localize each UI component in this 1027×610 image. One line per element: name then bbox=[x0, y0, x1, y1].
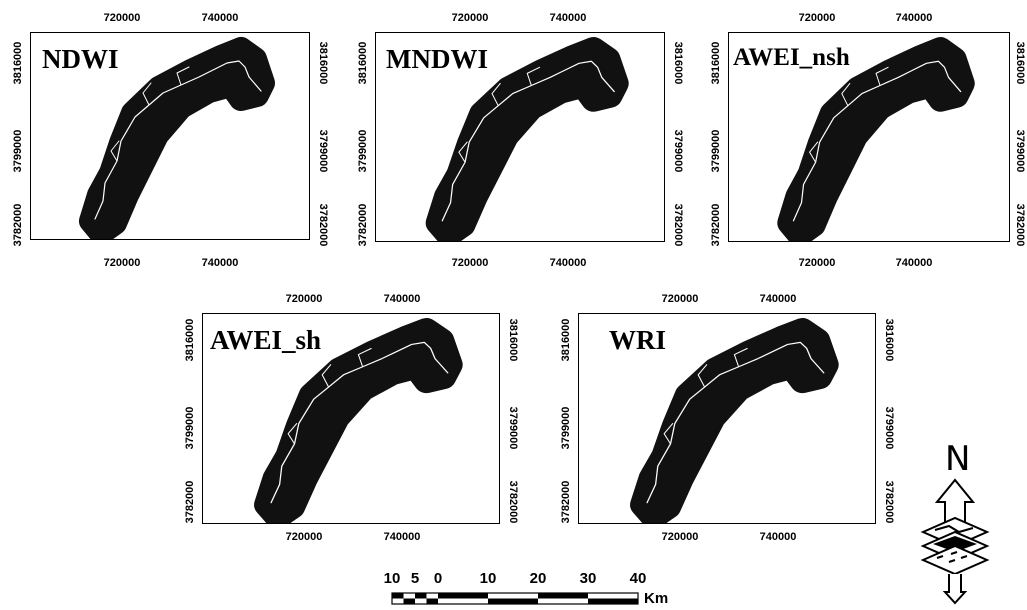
y-tick-right: 3782000 bbox=[507, 480, 519, 524]
x-tick-bottom: 740000 bbox=[201, 257, 239, 269]
x-tick-top: 720000 bbox=[285, 293, 323, 305]
y-tick-left: 3782000 bbox=[12, 203, 24, 247]
y-tick-left: 3816000 bbox=[184, 318, 196, 362]
tributary bbox=[458, 141, 468, 163]
y-tick-left: 3816000 bbox=[357, 41, 369, 85]
scale-label: 20 bbox=[529, 570, 547, 587]
tributary bbox=[287, 423, 298, 445]
y-tick-left: 3816000 bbox=[710, 41, 722, 85]
x-tick-top: 720000 bbox=[798, 12, 836, 24]
north-arrow: N bbox=[915, 439, 1005, 605]
x-tick-top: 740000 bbox=[895, 12, 933, 24]
tributary bbox=[110, 140, 120, 162]
map-frame bbox=[578, 313, 876, 524]
y-tick-right: 3799000 bbox=[672, 129, 684, 173]
x-tick-top: 740000 bbox=[759, 293, 797, 305]
tributary bbox=[491, 82, 501, 107]
north-arrow-icon: N bbox=[920, 439, 990, 605]
river-centerline bbox=[270, 341, 449, 504]
map-frame bbox=[728, 32, 1010, 242]
tributary bbox=[809, 141, 819, 163]
y-tick-left: 3799000 bbox=[560, 406, 572, 450]
y-tick-right: 3782000 bbox=[883, 480, 895, 524]
scale-label: 10 bbox=[383, 570, 401, 587]
y-tick-right: 3799000 bbox=[883, 406, 895, 450]
scale-label: 5 bbox=[410, 570, 420, 587]
north-label: N bbox=[945, 440, 970, 479]
panel-title: MNDWI bbox=[386, 44, 488, 74]
y-tick-right: 3816000 bbox=[1014, 41, 1026, 85]
x-tick-top: 740000 bbox=[549, 12, 587, 24]
tributary bbox=[176, 66, 190, 86]
y-tick-right: 3782000 bbox=[317, 203, 329, 247]
scale-unit: Km bbox=[644, 590, 669, 607]
x-tick-bottom: 740000 bbox=[549, 257, 587, 269]
x-tick-top: 740000 bbox=[201, 12, 239, 24]
tributary bbox=[663, 423, 674, 445]
tributary bbox=[841, 82, 851, 107]
water-extent-map bbox=[777, 37, 975, 241]
tributary bbox=[142, 82, 152, 106]
scale-bar-graphic bbox=[391, 592, 639, 605]
y-tick-right: 3816000 bbox=[883, 318, 895, 362]
x-tick-top: 740000 bbox=[383, 293, 421, 305]
x-tick-bottom: 720000 bbox=[103, 257, 141, 269]
y-tick-right: 3816000 bbox=[672, 41, 684, 85]
y-tick-left: 3782000 bbox=[710, 203, 722, 247]
y-tick-right: 3782000 bbox=[1014, 203, 1026, 247]
tributary bbox=[321, 364, 332, 388]
x-tick-top: 720000 bbox=[451, 12, 489, 24]
x-tick-bottom: 720000 bbox=[661, 531, 699, 543]
scale-label: 40 bbox=[629, 570, 647, 587]
y-tick-right: 3799000 bbox=[507, 406, 519, 450]
y-tick-right: 3782000 bbox=[672, 203, 684, 247]
scale-bar: 10 5 0 10 20 30 40 Km bbox=[384, 570, 669, 607]
tributary bbox=[697, 364, 708, 388]
map-frame bbox=[30, 32, 310, 240]
y-tick-left: 3782000 bbox=[184, 480, 196, 524]
map-frame bbox=[375, 32, 665, 242]
x-tick-bottom: 740000 bbox=[895, 257, 933, 269]
x-tick-bottom: 720000 bbox=[798, 257, 836, 269]
y-tick-left: 3799000 bbox=[357, 129, 369, 173]
panel-title: AWEI_nsh bbox=[733, 44, 850, 71]
river-centerline bbox=[792, 60, 962, 222]
x-tick-bottom: 740000 bbox=[759, 531, 797, 543]
river-centerline bbox=[94, 60, 262, 220]
y-tick-right: 3816000 bbox=[507, 318, 519, 362]
y-tick-left: 3816000 bbox=[560, 318, 572, 362]
water-extent-map bbox=[630, 318, 839, 523]
water-extent-map bbox=[425, 37, 629, 241]
y-tick-right: 3799000 bbox=[1014, 129, 1026, 173]
y-tick-left: 3782000 bbox=[560, 480, 572, 524]
x-tick-bottom: 740000 bbox=[383, 531, 421, 543]
panel-title: NDWI bbox=[42, 44, 119, 74]
river-centerline bbox=[441, 60, 615, 222]
tributary bbox=[733, 347, 748, 368]
panel-title: WRI bbox=[609, 325, 667, 355]
x-tick-top: 720000 bbox=[103, 12, 141, 24]
tributary bbox=[357, 347, 372, 368]
x-tick-bottom: 720000 bbox=[451, 257, 489, 269]
water-extent-map bbox=[79, 37, 275, 239]
water-extent-map bbox=[254, 318, 463, 523]
y-tick-left: 3799000 bbox=[12, 129, 24, 173]
scale-label: 0 bbox=[433, 570, 443, 587]
river-centerline bbox=[646, 341, 825, 504]
x-tick-bottom: 720000 bbox=[285, 531, 323, 543]
scale-label: 30 bbox=[579, 570, 597, 587]
y-tick-left: 3782000 bbox=[357, 203, 369, 247]
y-tick-left: 3799000 bbox=[710, 129, 722, 173]
scale-label: 10 bbox=[479, 570, 497, 587]
tributary bbox=[526, 66, 541, 87]
y-tick-right: 3816000 bbox=[317, 41, 329, 85]
panel-title: AWEI_sh bbox=[210, 325, 322, 355]
y-tick-right: 3799000 bbox=[317, 129, 329, 173]
y-tick-left: 3816000 bbox=[12, 41, 24, 85]
x-tick-top: 720000 bbox=[661, 293, 699, 305]
tributary bbox=[875, 66, 889, 87]
map-frame bbox=[202, 313, 500, 524]
y-tick-left: 3799000 bbox=[184, 406, 196, 450]
